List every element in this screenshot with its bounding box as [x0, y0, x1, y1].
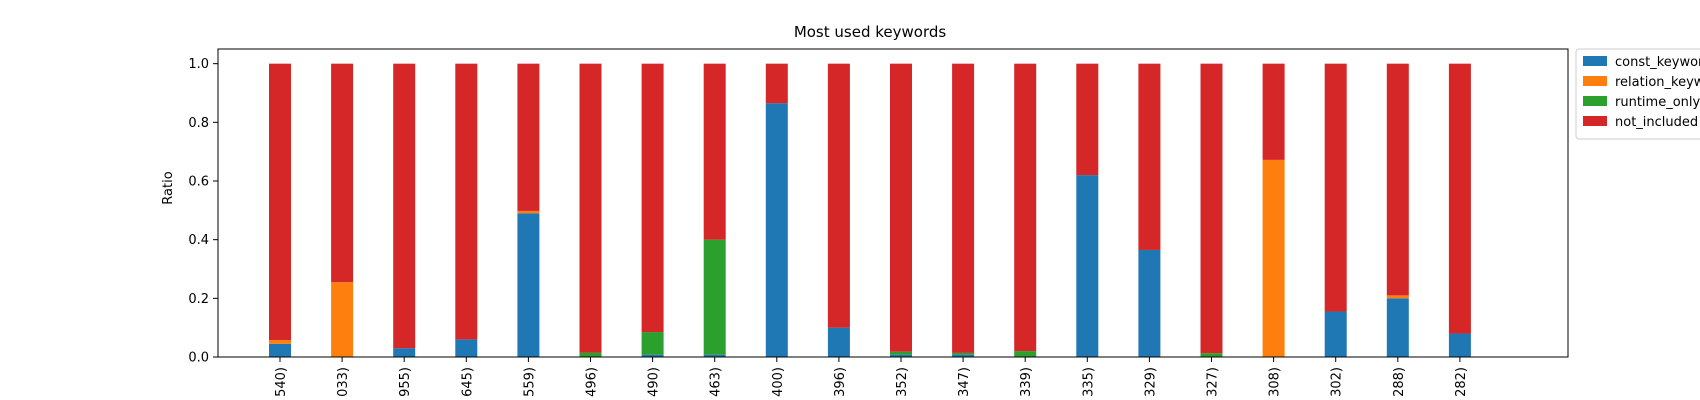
- legend-swatch-runtime_only: [1583, 96, 1607, 106]
- bar-runtime_only-11: [952, 352, 975, 355]
- bar-not_included-11: [952, 63, 975, 353]
- x-tick-label: 339): [1019, 367, 1034, 397]
- bar-const_keyword-7: [703, 354, 726, 357]
- x-tick-label: 352): [895, 367, 910, 397]
- x-tick-label: 288): [1392, 367, 1407, 397]
- legend-label-const_keyword: const_keyword: [1615, 55, 1700, 70]
- bar-not_included-9: [827, 63, 850, 328]
- bar-const_keyword-11: [952, 354, 975, 357]
- x-tick-label: 282): [1454, 367, 1469, 397]
- bar-runtime_only-7: [703, 239, 726, 355]
- bar-const_keyword-4: [517, 213, 540, 357]
- x-tick-label: 396): [833, 367, 848, 397]
- y-axis-label: Ratio: [161, 171, 176, 204]
- bar-not_included-5: [579, 63, 602, 353]
- legend-swatch-not_included: [1583, 116, 1607, 126]
- bar-not_included-15: [1200, 63, 1223, 354]
- x-tick-label: 490): [647, 367, 662, 397]
- legend-swatch-relation_keyword: [1583, 76, 1607, 86]
- y-tick-label: 0.0: [188, 351, 209, 366]
- chart-title: Most used keywords: [794, 23, 947, 41]
- bar-not_included-3: [455, 63, 478, 340]
- y-tick-label: 1.0: [188, 57, 209, 72]
- bar-const_keyword-3: [455, 339, 478, 357]
- bar-not_included-2: [393, 63, 416, 349]
- bar-const_keyword-19: [1448, 333, 1471, 357]
- bar-not_included-4: [517, 63, 540, 211]
- bar-const_keyword-8: [765, 103, 788, 358]
- bar-runtime_only-12: [1014, 351, 1037, 357]
- bar-const_keyword-18: [1386, 298, 1409, 357]
- x-tick-label: 463): [709, 367, 724, 397]
- bar-not_included-18: [1386, 63, 1409, 296]
- legend: const_keyword relation_keyword runtime_onl…: [1575, 48, 1700, 140]
- legend-frame: [1575, 48, 1700, 140]
- bar-not_included-8: [765, 63, 788, 104]
- bar-not_included-12: [1014, 63, 1037, 352]
- bar-relation_keyword-16: [1262, 159, 1285, 357]
- x-tick-label: 347): [957, 367, 972, 397]
- bar-const_keyword-0: [269, 343, 291, 357]
- x-tick-label: 329): [1143, 367, 1158, 397]
- bar-const_keyword-10: [890, 354, 912, 357]
- bar-relation_keyword-0: [269, 339, 291, 344]
- bar-not_included-1: [331, 63, 354, 283]
- bar-runtime_only-5: [579, 352, 602, 357]
- bar-not_included-17: [1324, 63, 1347, 312]
- bar-not_included-7: [703, 63, 726, 240]
- bar-const_keyword-13: [1076, 175, 1099, 357]
- x-tick-label: 496): [585, 367, 600, 397]
- bar-const_keyword-9: [827, 327, 850, 357]
- bar-not_included-0: [269, 63, 291, 340]
- x-tick-label: 955): [398, 367, 413, 397]
- x-tick-label: 327): [1206, 367, 1221, 397]
- bar-relation_keyword-4: [517, 210, 540, 214]
- y-tick-label: 0.8: [188, 116, 209, 131]
- y-tick-label: 0.6: [188, 175, 209, 190]
- bar-runtime_only-10: [890, 351, 912, 355]
- plot-frame: [217, 48, 1569, 358]
- x-tick-label: 033): [336, 367, 351, 397]
- bar-const_keyword-6: [641, 354, 664, 357]
- y-tick-label: 0.4: [188, 233, 209, 248]
- bar-not_included-14: [1138, 63, 1161, 250]
- x-tick-label: 335): [1081, 367, 1096, 397]
- bar-not_included-6: [641, 63, 664, 333]
- legend-label-relation_keyword: relation_keyword: [1615, 75, 1700, 90]
- axes: 0.0 0.2 0.4 0.6 0.8 1.0 540) 033) 955) 645) 559) 49…: [188, 48, 1569, 397]
- legend-swatch-const_keyword: [1583, 56, 1607, 66]
- x-tick-label: 302): [1330, 367, 1345, 397]
- bar-not_included-19: [1448, 63, 1471, 334]
- legend-label-runtime_only: runtime_only: [1615, 95, 1700, 110]
- x-tick-label: 559): [522, 367, 537, 397]
- bar-not_included-13: [1076, 63, 1099, 176]
- x-tick-label: 540): [274, 367, 289, 397]
- bar-runtime_only-6: [641, 332, 664, 355]
- bar-const_keyword-14: [1138, 249, 1161, 357]
- bar-relation_keyword-1: [331, 282, 354, 357]
- legend-label-not_included: not_included: [1615, 115, 1698, 130]
- y-tick-label: 0.2: [188, 292, 209, 307]
- bars-group: [269, 63, 1471, 358]
- bar-runtime_only-15: [1200, 353, 1223, 357]
- x-tick-label: 308): [1268, 367, 1283, 397]
- bar-not_included-10: [890, 63, 912, 352]
- bar-not_included-16: [1262, 63, 1285, 160]
- x-tick-label: 400): [771, 367, 786, 397]
- bar-const_keyword-17: [1324, 311, 1347, 357]
- bar-relation_keyword-18: [1386, 295, 1409, 299]
- bar-const_keyword-2: [393, 348, 416, 357]
- x-tick-label: 645): [460, 367, 475, 397]
